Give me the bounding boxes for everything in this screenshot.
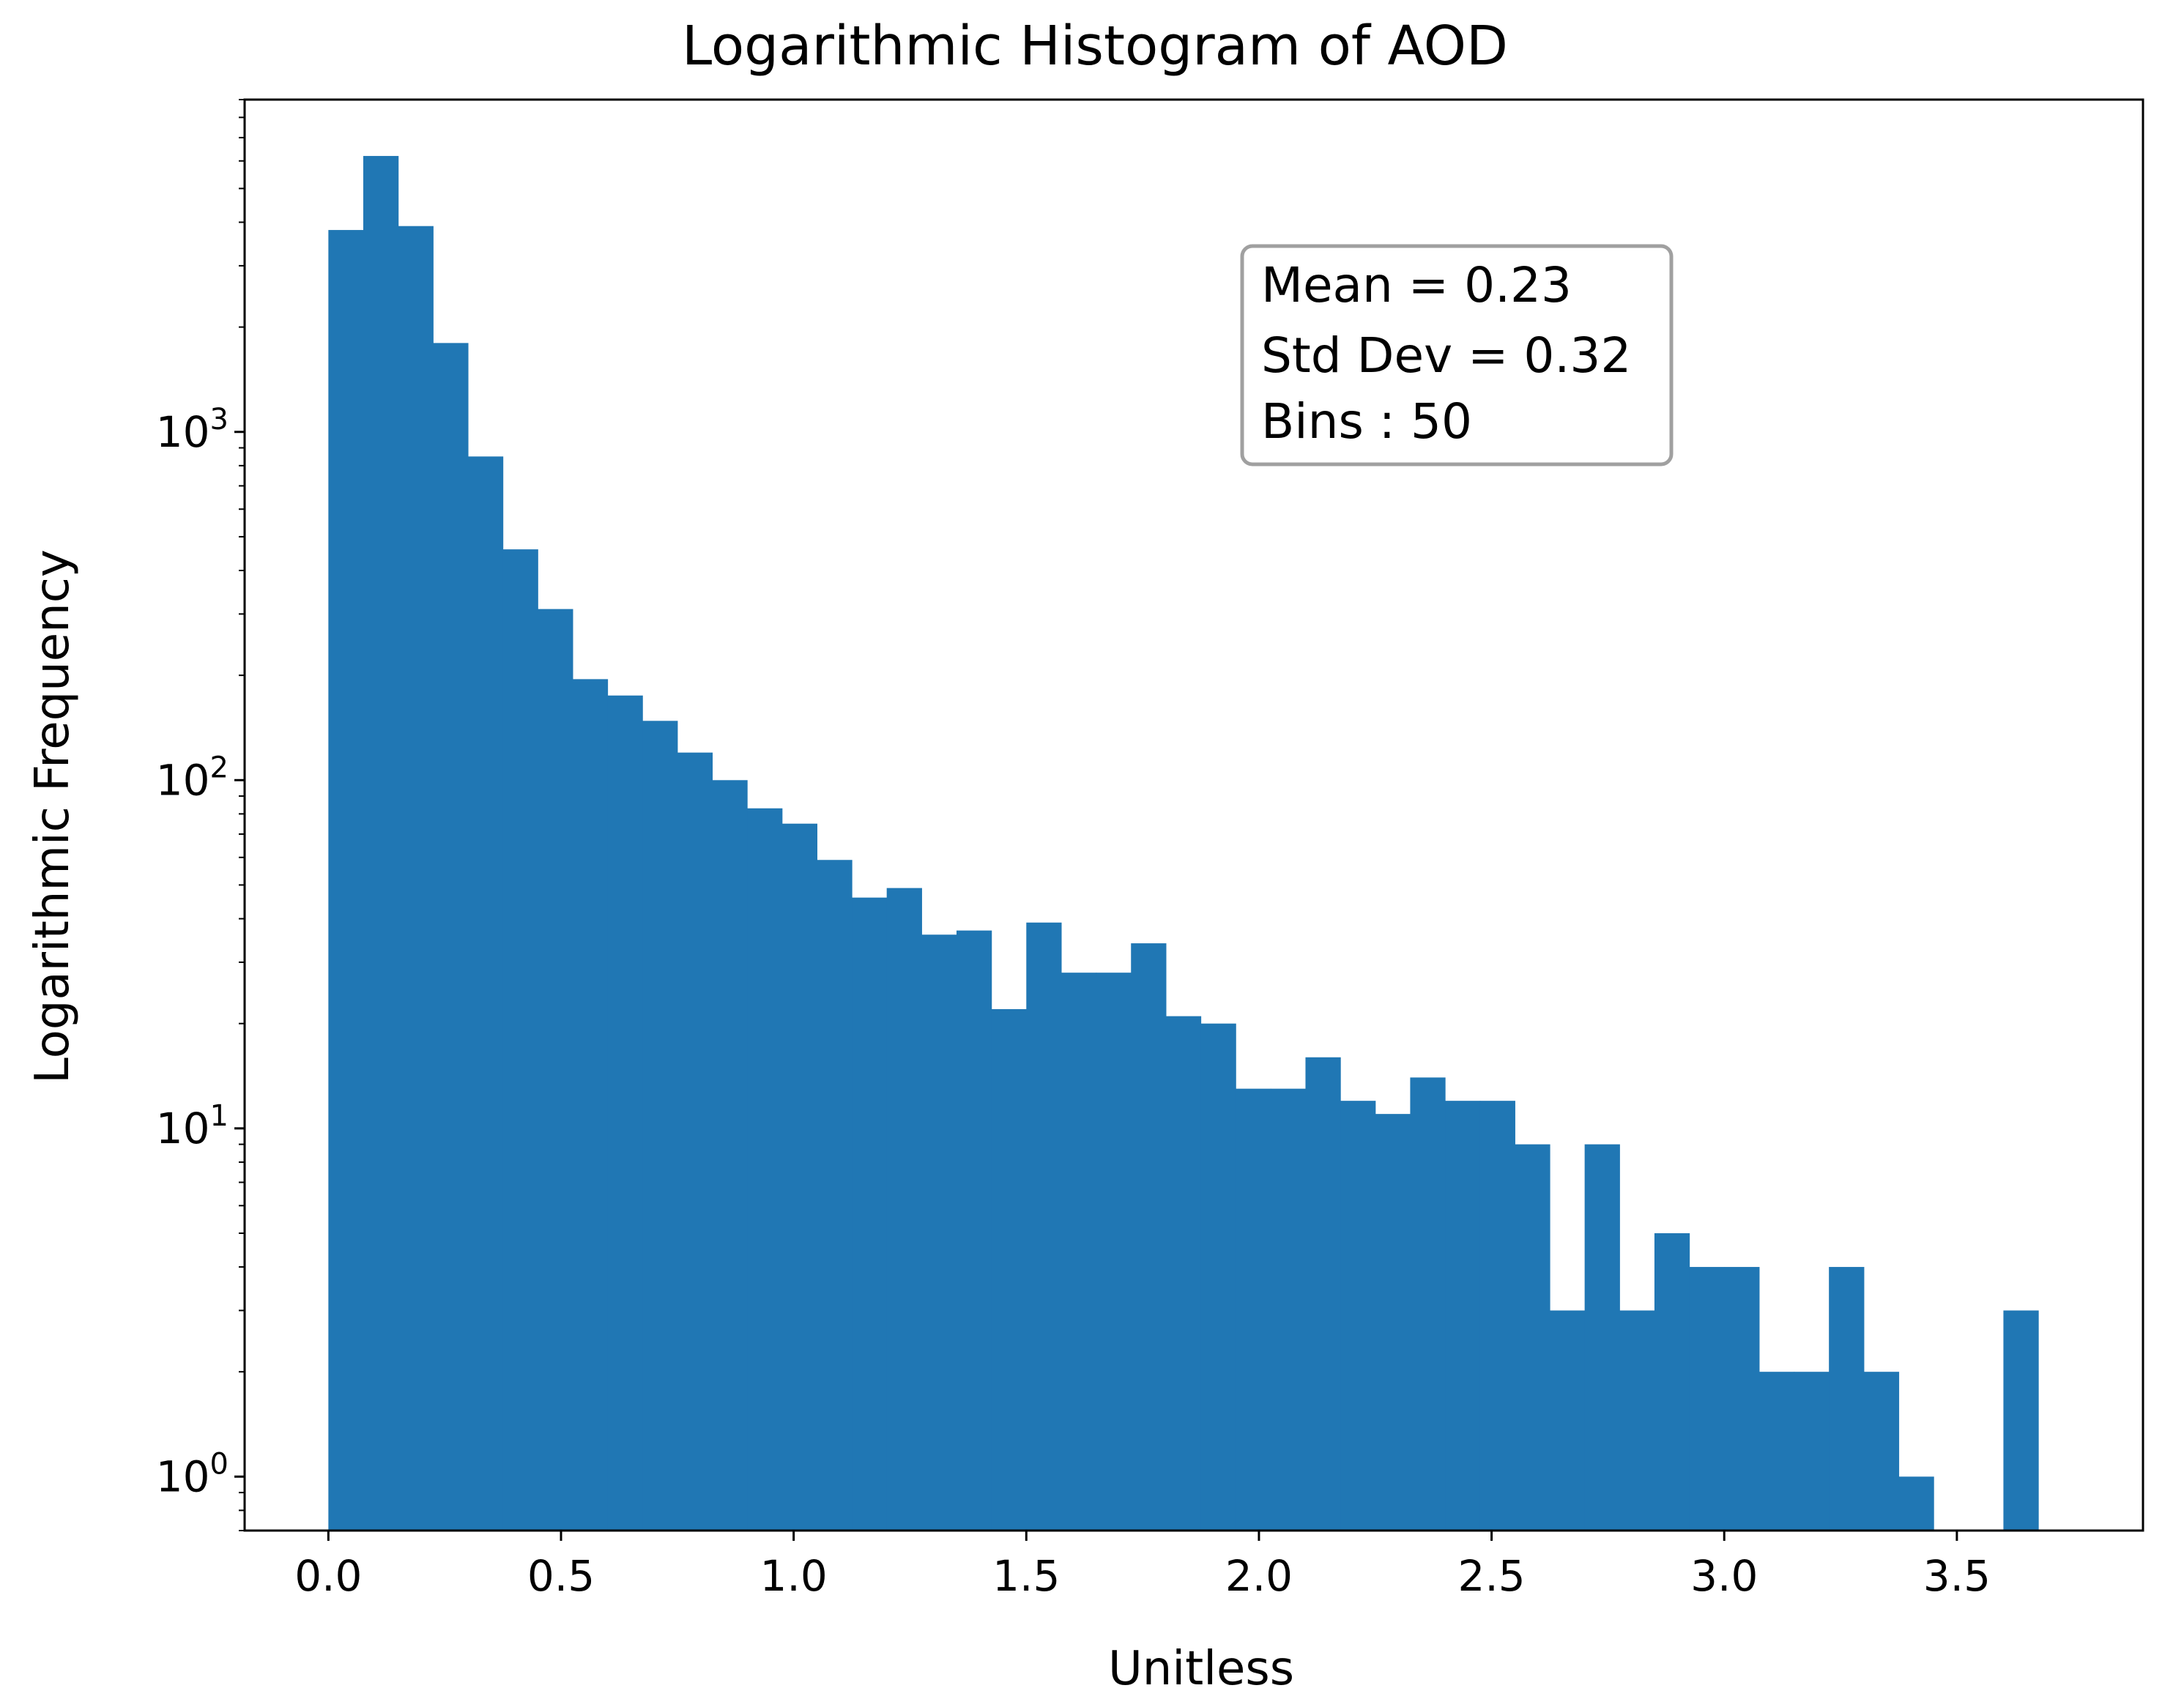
- histogram-bars: [328, 155, 2039, 1531]
- histogram-bar: [1829, 1267, 1865, 1531]
- x-tick-label: 2.0: [1225, 1551, 1293, 1601]
- histogram-bar: [398, 226, 434, 1531]
- histogram-bar: [1270, 1088, 1307, 1531]
- histogram-bar: [1619, 1310, 1655, 1531]
- histogram-bar: [1305, 1057, 1341, 1531]
- x-tick-label: 2.5: [1457, 1551, 1525, 1601]
- histogram-bar: [1550, 1310, 1586, 1531]
- stats-box-frame: [1240, 244, 1674, 466]
- stats-mean: Mean = 0.23: [1261, 257, 1572, 313]
- histogram-bar: [1026, 922, 1062, 1531]
- histogram-bar: [467, 456, 504, 1531]
- x-tick-label: 1.0: [760, 1551, 828, 1601]
- histogram-bar: [817, 860, 853, 1531]
- x-tick-label: 1.5: [992, 1551, 1060, 1601]
- histogram-bar: [1410, 1077, 1446, 1531]
- histogram-bar: [747, 808, 783, 1531]
- histogram-bar: [538, 609, 573, 1531]
- x-tick-label: 3.5: [1923, 1551, 1991, 1601]
- histogram-bar: [572, 679, 609, 1531]
- histogram-bar: [1689, 1267, 1725, 1531]
- stats-bins: Bins : 50: [1261, 393, 1472, 450]
- plot-frame: [243, 98, 2144, 1532]
- histogram-bar: [1131, 943, 1167, 1531]
- histogram-bar: [1340, 1101, 1376, 1531]
- y-tick-label: 100: [156, 1447, 229, 1501]
- y-axis-label: Logarithmic Frequency: [26, 549, 80, 1084]
- histogram-bar: [607, 695, 643, 1531]
- histogram-bar: [1061, 973, 1097, 1531]
- x-axis: 0.0 0.5 1.0 1.5 2.0 2.5 3.0 3.5: [294, 1531, 1991, 1601]
- x-tick-label: 0.0: [294, 1551, 362, 1601]
- y-tick-label: 101: [156, 1099, 229, 1153]
- histogram-bar: [433, 343, 469, 1531]
- histogram-bar: [1165, 1016, 1202, 1531]
- x-tick-label: 0.5: [527, 1551, 595, 1601]
- histogram-bar: [712, 780, 748, 1531]
- y-axis: 100 101 102 103: [156, 99, 245, 1531]
- histogram-bar: [1654, 1233, 1690, 1531]
- histogram-bar: [1863, 1372, 1900, 1531]
- histogram-bar: [1236, 1088, 1271, 1531]
- histogram-bar: [328, 230, 364, 1531]
- histogram-bar: [677, 752, 713, 1531]
- histogram-bar: [2003, 1310, 2039, 1531]
- y-tick-label: 102: [156, 751, 229, 805]
- histogram-bar: [991, 1008, 1027, 1531]
- histogram-bar: [363, 155, 399, 1531]
- histogram-bar: [1898, 1476, 1934, 1531]
- histogram-bar: [1515, 1144, 1550, 1531]
- histogram-bar: [852, 897, 888, 1531]
- histogram-bar: [502, 549, 538, 1531]
- y-tick-label: 103: [156, 403, 229, 457]
- histogram-bar: [1479, 1101, 1515, 1531]
- histogram-bar: [1200, 1023, 1236, 1531]
- histogram-bar: [1758, 1372, 1795, 1531]
- stats-box: Mean = 0.23 Std Dev = 0.32 Bins : 50: [1240, 244, 1674, 466]
- x-axis-label: Unitless: [1108, 1642, 1294, 1696]
- histogram-bar: [886, 888, 922, 1531]
- x-tick-label: 3.0: [1690, 1551, 1758, 1601]
- histogram-bar: [1445, 1101, 1481, 1531]
- histogram-bar: [1096, 973, 1132, 1531]
- chart-title: Logarithmic Histogram of AOD: [682, 15, 1508, 78]
- histogram-bar: [1724, 1267, 1760, 1531]
- histogram-bar: [781, 823, 818, 1531]
- histogram-bar: [957, 930, 992, 1531]
- histogram-bar: [921, 934, 957, 1531]
- stats-std-dev: Std Dev = 0.32: [1261, 327, 1631, 384]
- histogram-bar: [642, 721, 678, 1531]
- histogram-bar: [1375, 1114, 1411, 1531]
- histogram-bar: [1794, 1372, 1830, 1531]
- histogram-bar: [1584, 1144, 1620, 1531]
